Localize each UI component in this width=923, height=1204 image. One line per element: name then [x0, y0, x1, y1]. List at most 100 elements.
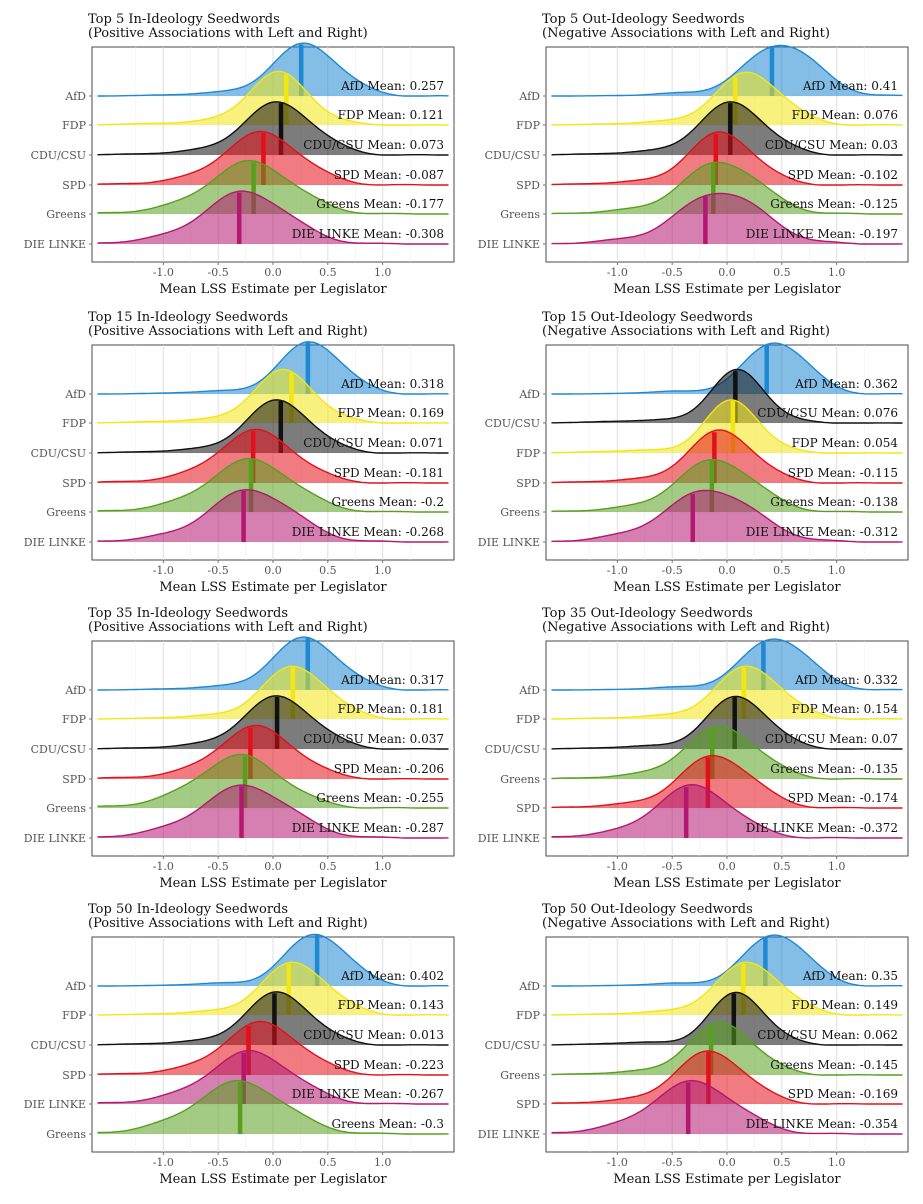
x-tick-label: -1.0 — [607, 1156, 628, 1169]
ridge-area-cdu-csu — [97, 695, 449, 749]
mean-label-cdu-csu: CDU/CSU Mean: 0.013 — [303, 1028, 444, 1042]
mean-label-greens: Greens Mean: -0.177 — [316, 197, 444, 211]
y-tick-label-cdu-csu: CDU/CSU — [31, 743, 86, 756]
ridge-line-spd — [551, 1050, 903, 1105]
x-tick-label: -0.5 — [662, 860, 683, 873]
y-tick-label-fdp: FDP — [62, 119, 86, 132]
panel-title: Top 50 Out-Ideology Seedwords — [542, 902, 753, 917]
ridge-line-die-linke — [551, 489, 903, 543]
x-tick-label: 1.0 — [374, 564, 392, 577]
y-tick-label-afd: AfD — [64, 388, 86, 401]
ridge-line-fdp — [97, 665, 449, 720]
ridge-area-fdp — [97, 666, 449, 719]
ridge-area-die-linke — [97, 489, 449, 542]
mean-label-fdp: FDP Mean: 0.054 — [792, 436, 899, 450]
ridge-line-fdp — [551, 665, 903, 720]
y-tick-label-spd: SPD — [516, 179, 540, 192]
ridge-area-afd — [551, 935, 903, 986]
ridge-area-fdp — [551, 666, 903, 719]
ridge-line-cdu-csu — [97, 101, 449, 156]
x-tick-label: 0.0 — [718, 564, 736, 577]
mean-label-die-linke: DIE LINKE Mean: -0.287 — [292, 821, 444, 835]
y-tick-label-cdu-csu: CDU/CSU — [485, 417, 540, 430]
y-tick-label-die-linke: DIE LINKE — [478, 1128, 540, 1141]
ridge-area-spd — [97, 131, 449, 185]
y-tick-label-fdp: FDP — [62, 713, 86, 726]
ridge-line-spd — [97, 1020, 449, 1076]
ridge-line-greens — [97, 159, 449, 215]
mean-label-cdu-csu: CDU/CSU Mean: 0.076 — [757, 406, 898, 420]
y-tick-label-spd: SPD — [516, 1098, 540, 1111]
x-tick-label: 0.5 — [773, 266, 791, 279]
ridge-line-fdp — [97, 368, 449, 424]
y-tick-label-afd: AfD — [64, 90, 86, 103]
ridge-line-cdu-csu — [551, 695, 903, 750]
ridge-area-die-linke — [551, 490, 903, 542]
chart-panel-1: Top 5 In-Ideology Seedwords(Positive Ass… — [24, 12, 455, 297]
y-tick-label-die-linke: DIE LINKE — [478, 238, 540, 251]
x-tick-label: -0.5 — [662, 564, 683, 577]
mean-label-cdu-csu: CDU/CSU Mean: 0.037 — [303, 732, 444, 746]
y-tick-label-spd: SPD — [516, 802, 540, 815]
chart-panel-2: Top 5 Out-Ideology Seedwords(Negative As… — [478, 12, 909, 297]
ridge-area-spd — [551, 429, 903, 483]
ridge-area-afd — [551, 343, 903, 394]
x-tick-label: -1.0 — [153, 1156, 174, 1169]
ridge-line-greens — [97, 753, 449, 809]
ridge-line-spd — [551, 754, 903, 809]
y-tick-label-greens: Greens — [46, 802, 86, 815]
panel-subtitle: (Negative Associations with Left and Rig… — [542, 916, 830, 931]
x-axis-title: Mean LSS Estimate per Legislator — [613, 580, 841, 595]
mean-label-die-linke: DIE LINKE Mean: -0.267 — [292, 1087, 444, 1101]
ridge-area-cdu-csu — [551, 696, 903, 749]
ridge-line-afd — [97, 341, 449, 395]
ridge-area-spd — [97, 429, 449, 483]
mean-label-cdu-csu: CDU/CSU Mean: 0.062 — [757, 1028, 898, 1042]
ridge-area-spd — [97, 1021, 449, 1075]
ridge-line-greens — [551, 458, 903, 513]
y-tick-label-spd: SPD — [62, 179, 86, 192]
ridge-line-afd — [551, 934, 903, 987]
ridge-line-die-linke — [97, 1049, 449, 1105]
x-tick-label: 0.0 — [264, 1156, 282, 1169]
ridge-area-die-linke — [551, 1080, 903, 1134]
ridge-area-greens — [97, 160, 449, 214]
y-tick-label-cdu-csu: CDU/CSU — [485, 743, 540, 756]
ridge-line-die-linke — [551, 783, 903, 839]
ridge-area-die-linke — [97, 191, 449, 244]
ridge-area-cdu-csu — [97, 399, 449, 453]
y-tick-label-greens: Greens — [500, 773, 540, 786]
x-tick-label: -0.5 — [208, 1156, 229, 1169]
mean-label-greens: Greens Mean: -0.145 — [770, 1058, 898, 1072]
y-tick-label-fdp: FDP — [516, 1009, 540, 1022]
x-axis-title: Mean LSS Estimate per Legislator — [613, 282, 841, 297]
mean-label-die-linke: DIE LINKE Mean: -0.308 — [292, 227, 444, 241]
x-tick-label: 1.0 — [374, 860, 392, 873]
x-tick-label: 0.5 — [773, 1156, 791, 1169]
mean-label-greens: Greens Mean: -0.2 — [332, 495, 445, 509]
x-tick-label: -1.0 — [607, 266, 628, 279]
ridge-line-die-linke — [97, 190, 449, 245]
y-tick-label-die-linke: DIE LINKE — [478, 536, 540, 549]
y-tick-label-afd: AfD — [518, 90, 540, 103]
ridge-area-fdp — [97, 71, 449, 125]
ridge-area-greens — [97, 1080, 449, 1134]
ridge-area-spd — [551, 755, 903, 808]
mean-label-spd: SPD Mean: -0.206 — [334, 762, 444, 776]
mean-label-afd: AfD Mean: 0.318 — [340, 377, 444, 391]
y-tick-label-die-linke: DIE LINKE — [478, 832, 540, 845]
x-tick-label: -0.5 — [662, 266, 683, 279]
ridge-area-die-linke — [551, 193, 903, 244]
y-tick-label-fdp: FDP — [516, 119, 540, 132]
mean-label-die-linke: DIE LINKE Mean: -0.268 — [292, 525, 444, 539]
ridge-area-die-linke — [97, 1050, 449, 1104]
ridge-line-fdp — [551, 71, 903, 126]
ridge-line-cdu-csu — [551, 368, 903, 424]
ridge-area-cdu-csu — [551, 101, 903, 155]
ridge-area-die-linke — [97, 785, 449, 838]
ridge-line-greens — [551, 161, 903, 215]
x-tick-label: 0.5 — [319, 266, 337, 279]
y-tick-label-greens: Greens — [500, 208, 540, 221]
x-axis-title: Mean LSS Estimate per Legislator — [159, 1172, 387, 1187]
